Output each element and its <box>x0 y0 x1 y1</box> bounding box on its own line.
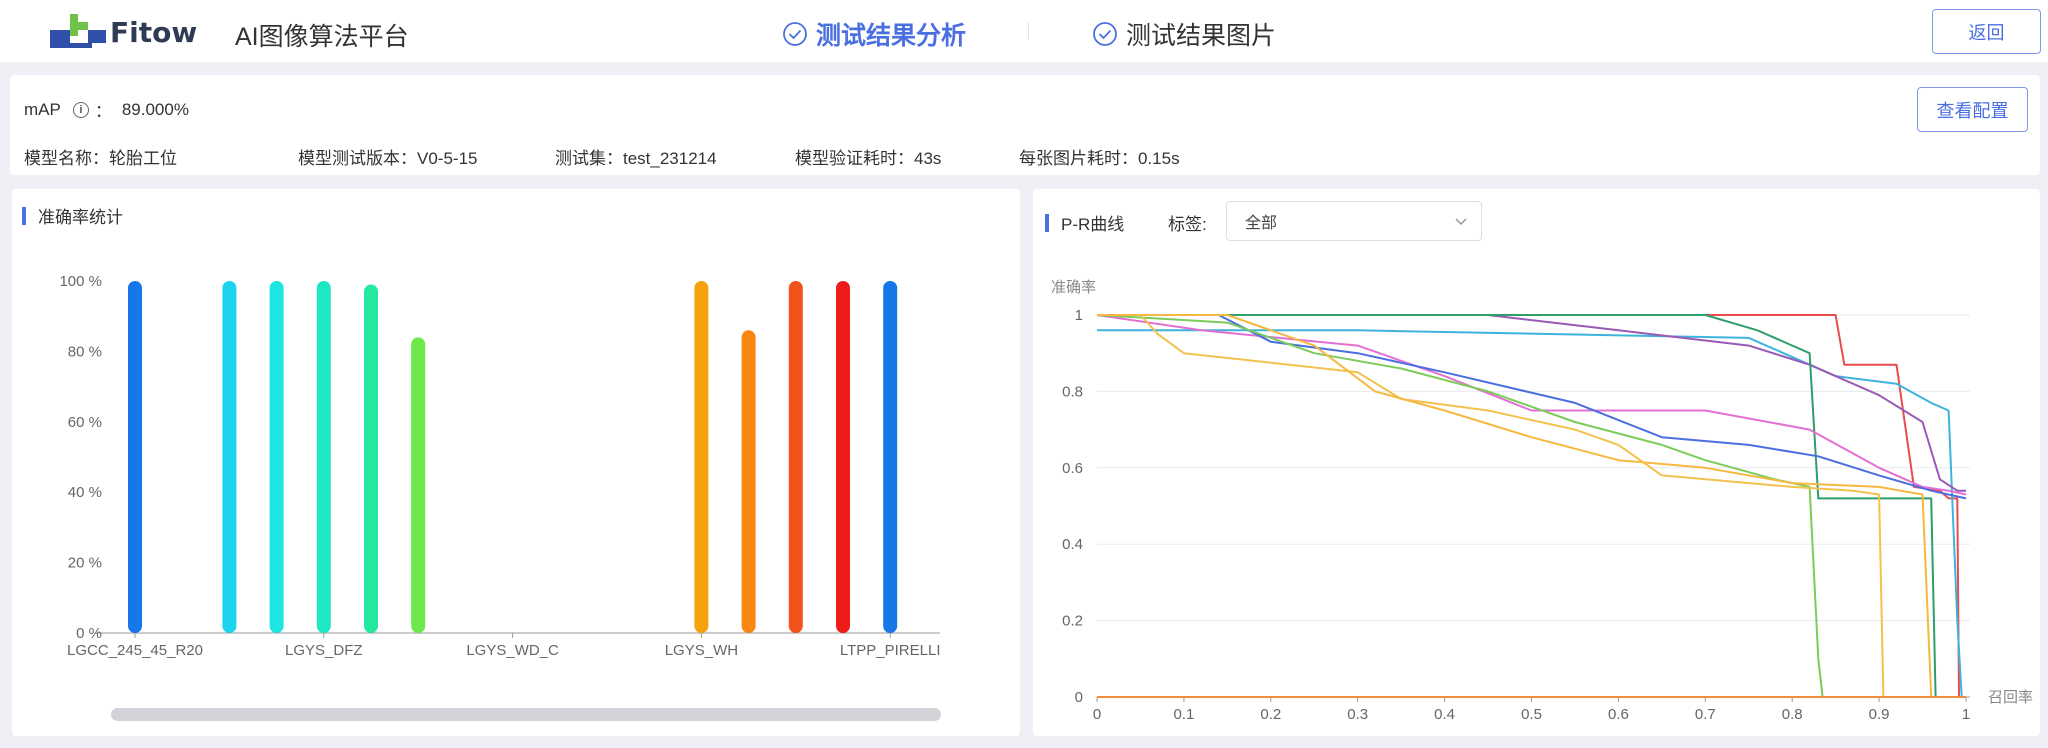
select-value: 全部 <box>1245 215 1278 232</box>
label-filter-label: 标签: <box>1168 215 1207 234</box>
pr-panel-title: P-R曲线 <box>1045 210 1124 235</box>
accuracy-bar <box>694 281 709 633</box>
tab-divider <box>1028 22 1029 40</box>
pr-curve-line <box>1097 314 1937 698</box>
accuracy-bar <box>222 281 237 633</box>
x-tick-label: 0.1 <box>1173 706 1194 723</box>
y-tick-label: 0.4 <box>1062 536 1083 553</box>
info-icon[interactable]: i <box>72 101 89 118</box>
pr-curve-line <box>1097 329 1963 698</box>
accuracy-title-text: 准确率统计 <box>38 208 123 227</box>
per-image-time: 每张图片耗时：0.15s <box>1019 149 1180 168</box>
y-tick-label: 40 % <box>68 484 102 501</box>
map-value: 89.000% <box>121 99 189 119</box>
y-tick-label: 0.6 <box>1062 460 1083 477</box>
x-tick-label: LGCC_245_45_R20 <box>67 642 203 659</box>
app-title: AI图像算法平台 <box>235 23 409 51</box>
x-tick-label: 0.3 <box>1347 706 1368 723</box>
pr-curve-chart: 0 0.2 0.4 0.6 0.8 1 0 0.1 0.2 0.3 0.4 0.5 0.6 0.7 0.8 0… <box>1051 279 2033 723</box>
accuracy-bar-chart: 0 % 20 % 40 % 60 % 80 % 100 % LGCC_245_45_R20 L… <box>59 273 941 659</box>
accuracy-bar <box>788 281 803 633</box>
accuracy-bar <box>741 330 756 633</box>
x-tick-label: 0.4 <box>1434 706 1455 723</box>
y-tick-label: 100 % <box>59 273 102 290</box>
accuracy-bar <box>883 281 898 633</box>
accuracy-bar <box>411 337 426 633</box>
y-tick-label: 0 % <box>76 625 102 642</box>
x-tick-label: 1 <box>1962 706 1970 723</box>
x-tick-label: 0.2 <box>1260 706 1281 723</box>
x-tick-label: 0.9 <box>1869 706 1890 723</box>
y-tick-label: 80 % <box>68 343 102 360</box>
accuracy-bar <box>316 281 331 633</box>
x-tick-label: 0.6 <box>1608 706 1629 723</box>
label-filter-select[interactable]: 全部 <box>1226 201 1482 241</box>
title-accent <box>22 206 26 225</box>
x-tick-label: LGYS_DFZ <box>285 642 363 659</box>
pr-curve-line <box>1097 314 1885 698</box>
x-tick-label: 0 <box>1093 706 1101 723</box>
map-row: mAP i ： 89.000% <box>24 97 189 122</box>
x-axis-label: 召回率 <box>1988 689 2033 706</box>
pr-curve-line <box>1096 314 1824 698</box>
pr-title-text: P-R曲线 <box>1061 215 1125 234</box>
x-tick-label: 0.8 <box>1782 706 1803 723</box>
tab-label: 测试结果分析 <box>816 22 967 50</box>
y-tick-label: 0 <box>1075 689 1083 706</box>
x-tick-label: 0.7 <box>1695 706 1716 723</box>
title-accent <box>1045 213 1049 232</box>
back-button[interactable]: 返回 <box>1932 9 2041 54</box>
pr-curve-line <box>1097 314 1933 698</box>
x-tick-label: LTPP_PIRELLI <box>840 642 941 659</box>
model-name: 模型名称：轮胎工位 <box>24 149 177 168</box>
chevron-down-icon <box>1455 218 1467 226</box>
pr-curve-line <box>1097 314 1966 492</box>
logo-text: Fitow <box>110 16 197 49</box>
fitow-logo: Fitow <box>50 14 197 49</box>
pr-curve-line <box>1097 314 1967 500</box>
check-circle-icon <box>1093 22 1117 46</box>
accuracy-panel-title: 准确率统计 <box>22 203 123 228</box>
accuracy-bar <box>269 281 284 633</box>
y-tick-label: 0.8 <box>1062 383 1083 400</box>
accuracy-panel: 准确率统计 0 % 20 % 40 % 60 % 80 % 100 % LGCC_245_4… <box>12 189 1020 736</box>
check-circle-icon <box>783 22 807 46</box>
verify-time: 模型验证耗时：43s <box>795 149 942 168</box>
accuracy-bar <box>364 284 378 633</box>
x-tick-label: LGYS_WD_C <box>466 642 559 659</box>
tab-test-analysis[interactable]: 测试结果分析 <box>782 16 966 52</box>
y-tick-label: 20 % <box>68 555 102 572</box>
pr-curve-line <box>1096 314 1967 496</box>
model-info-card: mAP i ： 89.000% 查看配置 模型名称：轮胎工位 模型测试版本：V0… <box>10 75 2040 175</box>
pr-curve-line <box>1097 314 1960 698</box>
view-config-button[interactable]: 查看配置 <box>1917 87 2028 132</box>
tab-label: 测试结果图片 <box>1126 22 1277 50</box>
test-set: 测试集：test_231214 <box>555 149 717 168</box>
y-axis-label: 准确率 <box>1051 279 1096 296</box>
accuracy-bar <box>128 281 142 633</box>
pr-curve-panel: P-R曲线 标签: 全部 0 0.2 0.4 0.6 0.8 1 0 0.1 0.2 0.3 0.4… <box>1033 189 2040 736</box>
y-tick-label: 1 <box>1075 307 1083 324</box>
map-label: mAP <box>24 99 61 119</box>
tab-test-images[interactable]: 测试结果图片 <box>1092 16 1276 52</box>
accuracy-bar <box>836 281 850 633</box>
y-tick-label: 60 % <box>68 414 102 431</box>
x-tick-label: LGYS_WH <box>665 642 738 659</box>
map-separator: ： <box>94 102 112 121</box>
chart-horizontal-scrollbar[interactable] <box>111 708 941 721</box>
top-header: Fitow AI图像算法平台 测试结果分析 测试结果图片 返回 <box>0 0 2048 62</box>
y-tick-label: 0.2 <box>1062 613 1083 630</box>
x-tick-label: 0.5 <box>1521 706 1542 723</box>
model-version: 模型测试版本：V0-5-15 <box>298 149 478 168</box>
